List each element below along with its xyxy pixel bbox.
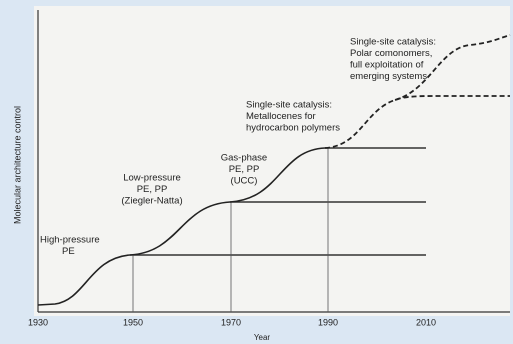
annotation-line: Single-site catalysis: xyxy=(246,100,332,111)
annotation-line: emerging systems xyxy=(350,71,427,82)
annotation-line: PE, PP xyxy=(229,164,260,175)
progress-curve xyxy=(37,147,326,306)
annotation-line: Polar comonomers, xyxy=(350,48,432,59)
x-tick-label: 1990 xyxy=(318,317,338,327)
x-tick-label: 1950 xyxy=(123,317,143,327)
x-tick-label: 2010 xyxy=(416,317,436,327)
x-tick-label: 1930 xyxy=(28,317,48,327)
annotation-line: (UCC) xyxy=(231,176,258,187)
annotation-line: full exploitation of xyxy=(350,60,424,71)
y-axis-label: Molecular architecture control xyxy=(12,106,22,224)
annotation-line: High-pressure xyxy=(40,235,100,246)
x-tick-label: 1970 xyxy=(221,317,241,327)
annotation-line: PE, PP xyxy=(137,184,168,195)
annotation-line: Low-pressure xyxy=(123,173,181,184)
annotation-line: (Ziegler-Natta) xyxy=(121,196,182,207)
annotation-line: PE xyxy=(62,246,75,257)
x-axis-label: Year xyxy=(254,333,271,342)
annotation-line: hydrocarbon polymers xyxy=(246,123,340,134)
projection-plateau xyxy=(324,95,510,149)
panel xyxy=(34,6,510,316)
annotation-line: Gas-phase xyxy=(221,153,267,164)
annotation-line: Single-site catalysis: xyxy=(350,37,436,48)
annotation-line: Metallocenes for xyxy=(246,111,316,122)
projection-rise xyxy=(394,34,511,101)
